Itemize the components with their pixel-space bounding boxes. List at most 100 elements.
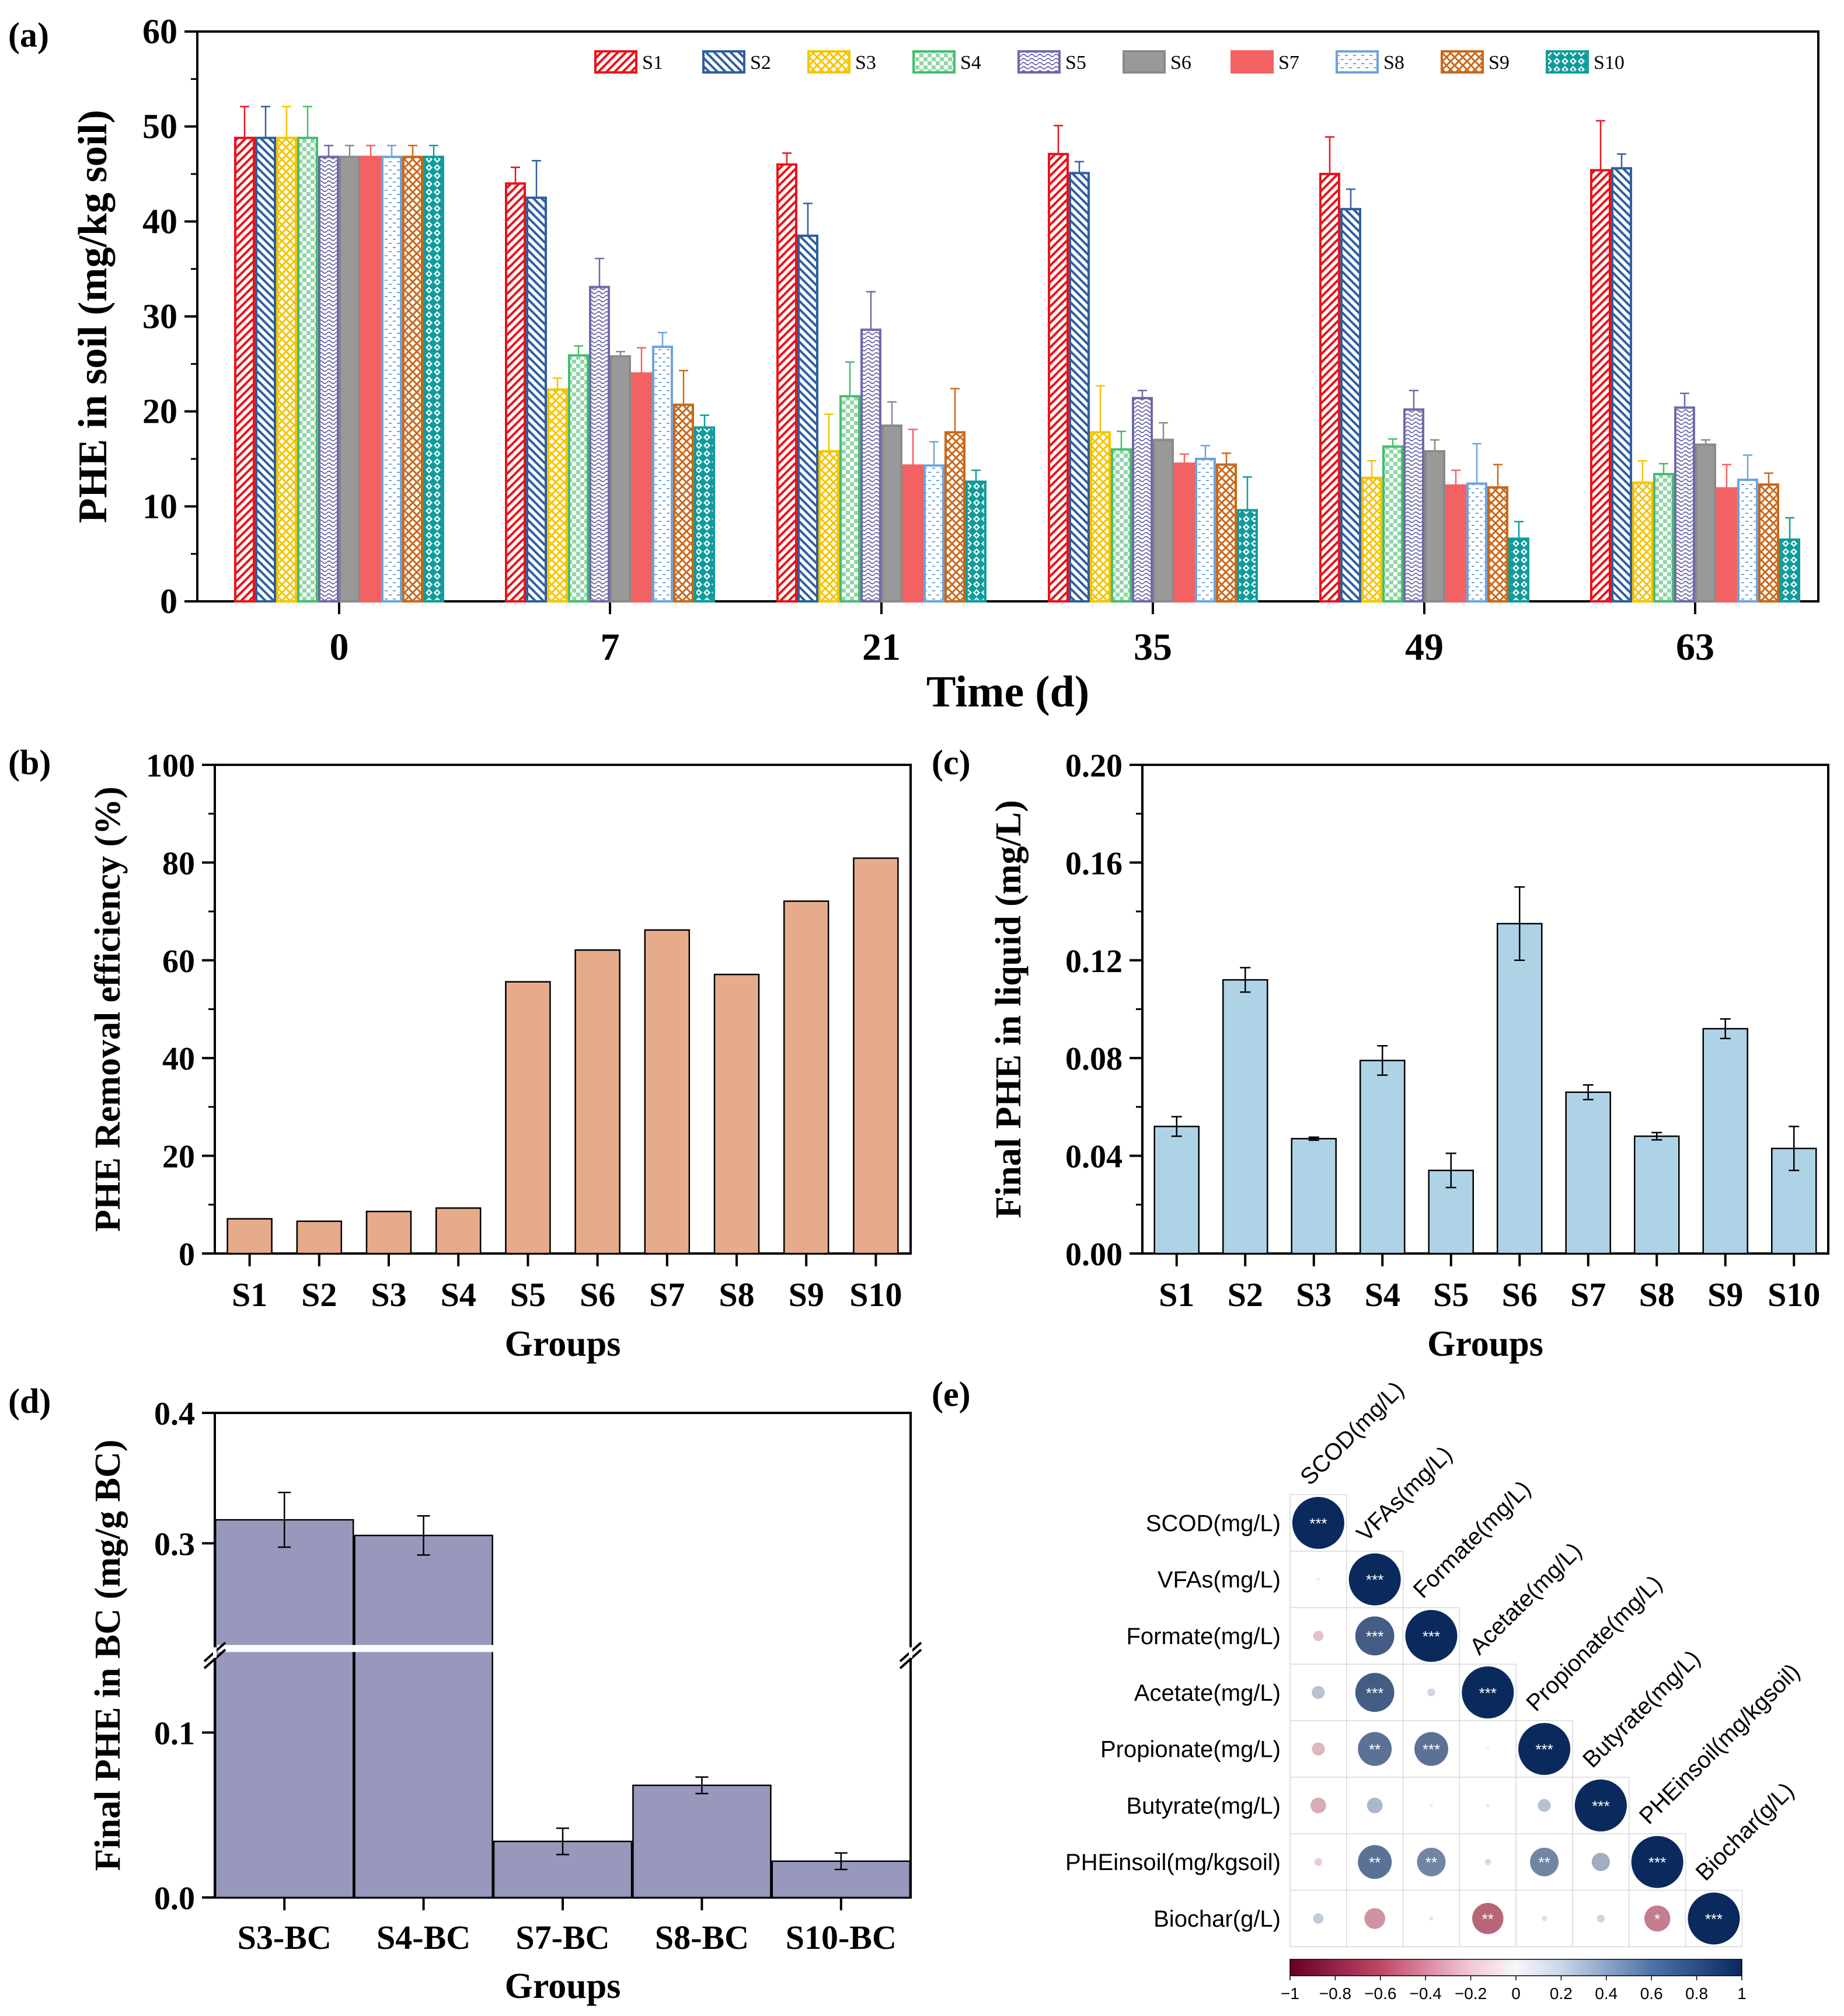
- significance-label: ***: [1535, 1741, 1553, 1759]
- x-tick-label: S4-BC: [377, 1918, 470, 1956]
- bar-S10-day-35: [1237, 509, 1258, 603]
- bar-S4-BC: [354, 1534, 493, 1899]
- colorbar-tick-label: −0.2: [1455, 1984, 1487, 2003]
- heatmap-circle-5-3: [1486, 1803, 1490, 1808]
- bar-S1-day-49: [1319, 173, 1340, 603]
- bar-S7-day-0: [360, 155, 381, 603]
- heatmap-circle-6-1: [1358, 1845, 1392, 1879]
- x-tick-label: S3: [371, 1276, 406, 1314]
- bar-S9: [1702, 1028, 1748, 1255]
- y-tick-label: 0.0: [154, 1881, 195, 1917]
- x-tick-label: S9: [789, 1276, 824, 1314]
- x-tick-label: S6: [1502, 1276, 1538, 1314]
- y-axis-label: PHE Removal efficiency (%): [88, 786, 128, 1232]
- heatmap-circle-7-0: [1313, 1913, 1324, 1924]
- x-tick-label: S8-BC: [655, 1918, 749, 1956]
- bar-S5-day-0: [318, 155, 339, 603]
- heatmap-circle-4-4: [1518, 1723, 1571, 1775]
- significance-label: **: [1425, 1854, 1437, 1871]
- y-tick-label: 30: [142, 297, 177, 336]
- legend-swatch-S9: [1441, 50, 1484, 74]
- bar-S7-day-63: [1716, 487, 1737, 603]
- y-tick-label: 0.20: [1065, 748, 1123, 784]
- legend-swatch-S7: [1231, 50, 1274, 74]
- bar-S4-day-0: [297, 137, 318, 603]
- panel-label-b: (b): [8, 743, 51, 782]
- bar-S5-day-63: [1674, 406, 1695, 603]
- legend-swatch-S6: [1123, 50, 1166, 74]
- bar-S1-day-0: [234, 137, 255, 603]
- panel-label-c: (c): [932, 743, 971, 782]
- heatmap-circle-1-1: [1348, 1553, 1401, 1606]
- x-tick-label: S7: [1570, 1276, 1606, 1314]
- bar-S3-day-63: [1632, 481, 1653, 603]
- bar-S10: [853, 857, 899, 1255]
- axis-break-gap-left: [213, 1647, 217, 1658]
- colorbar-tick-label: 0.8: [1685, 1984, 1708, 2003]
- legend-label-S2: S2: [750, 52, 771, 74]
- bar-S6-day-63: [1695, 443, 1716, 603]
- axis-break-gap: [217, 1645, 908, 1652]
- bar-S1-day-63: [1590, 169, 1611, 603]
- y-tick-label: 0.1: [154, 1716, 195, 1752]
- legend-swatch-S4: [912, 50, 956, 74]
- bar-S4: [435, 1207, 482, 1255]
- x-tick-label: S1: [232, 1276, 267, 1314]
- y-axis-label: Final PHE in BC (mg/g BC): [88, 1440, 128, 1871]
- bar-S1-day-35: [1048, 152, 1069, 603]
- bar-S9-day-0: [402, 155, 423, 603]
- legend-swatch-S5: [1017, 50, 1061, 74]
- y-tick-label: 20: [162, 1139, 195, 1175]
- bar-S2-day-49: [1340, 208, 1361, 603]
- heatmap-circle-7-1: [1364, 1908, 1386, 1929]
- bar-S9: [783, 900, 829, 1255]
- bar-S10-day-21: [965, 481, 987, 603]
- bar-S8: [713, 973, 760, 1255]
- x-tick-label: S3: [1296, 1276, 1331, 1314]
- x-tick-label: S7-BC: [515, 1918, 609, 1956]
- panel-a: (a) 0 10 20 30 40 50 60 PHE in soil (mg/kg soil)…: [8, 12, 1819, 716]
- heatmap-circle-3-1: [1355, 1673, 1395, 1712]
- bar-S9-day-7: [673, 403, 694, 603]
- heatmap-circle-3-3: [1462, 1666, 1514, 1719]
- bar-S1: [226, 1218, 273, 1255]
- bar-S6-day-21: [881, 424, 902, 603]
- heatmap-circle-6-0: [1314, 1858, 1323, 1866]
- bar-S5-day-49: [1403, 408, 1424, 603]
- x-tick-label: S5: [510, 1276, 546, 1314]
- bar-S7-day-49: [1445, 484, 1466, 603]
- heatmap-circle-6-5: [1591, 1853, 1610, 1871]
- significance-label: ***: [1705, 1910, 1723, 1928]
- bar-S7-day-21: [902, 464, 923, 603]
- bar-S8-BC: [632, 1784, 772, 1899]
- heatmap-circle-3-0: [1312, 1686, 1325, 1699]
- colorbar-tick-label: 0.2: [1550, 1984, 1573, 2003]
- significance-label: ***: [1423, 1628, 1440, 1645]
- y-tick-label: 50: [142, 107, 177, 146]
- significance-label: **: [1369, 1741, 1381, 1759]
- column-label: VFAs(mg/L): [1352, 1442, 1457, 1547]
- panel-d: (d) 0.0 0.1 0.3 0.4 Final PHE in BC (mg/g BC)…: [8, 1382, 922, 2006]
- bar-S3-day-35: [1090, 431, 1111, 603]
- x-tick-label: S2: [301, 1276, 337, 1314]
- significance-label: ***: [1592, 1797, 1609, 1815]
- row-label: Butyrate(mg/L): [1126, 1793, 1281, 1819]
- y-axis-label: Final PHE in liquid (mg/L): [989, 800, 1029, 1218]
- x-axis-label: Groups: [505, 1324, 621, 1364]
- x-tick-label: S9: [1707, 1276, 1743, 1314]
- bar-S6-day-35: [1153, 438, 1174, 603]
- colorbar-tick-label: −0.4: [1410, 1984, 1442, 2003]
- heatmap-circle-5-2: [1430, 1803, 1433, 1808]
- x-tick-label: 63: [1676, 626, 1714, 668]
- bar-S2: [1222, 979, 1268, 1255]
- x-tick-label: 49: [1405, 626, 1444, 668]
- panel-c: (c) 0.00 0.04 0.08 0.12 0.16 0.20 Final PHE in …: [932, 743, 1829, 1364]
- y-tick-label: 0.4: [154, 1396, 195, 1432]
- bar-S8-day-49: [1466, 482, 1487, 603]
- x-tick-label: S8: [1639, 1276, 1675, 1314]
- bar-S1: [1153, 1126, 1200, 1255]
- bar-S4: [1360, 1060, 1406, 1255]
- panel-e: (e)********* ****** ***** *** ******** ** ** **…: [932, 1375, 1805, 2003]
- bar-S7: [1565, 1091, 1611, 1255]
